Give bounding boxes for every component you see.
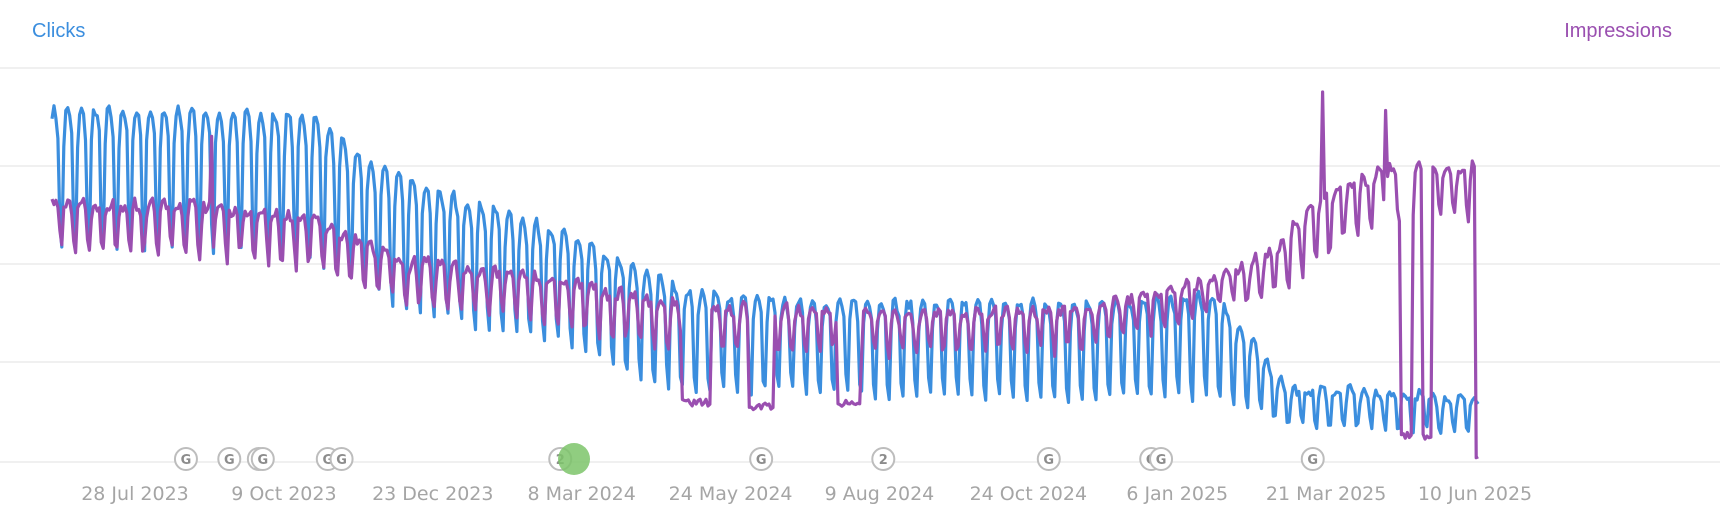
annotation-marker-13[interactable]: G xyxy=(1300,447,1325,471)
x-tick-label: 8 Mar 2024 xyxy=(527,483,635,505)
annotation-marker-0[interactable]: G xyxy=(173,447,198,471)
annotation-label: G xyxy=(336,453,347,468)
legend-clicks[interactable]: Clicks xyxy=(32,20,86,42)
x-tick-label: 24 Oct 2024 xyxy=(970,483,1087,505)
annotation-marker-3[interactable]: G xyxy=(250,447,275,471)
annotation-label: G xyxy=(1156,453,1167,468)
annotation-label: G xyxy=(322,453,333,468)
annotation-label: G xyxy=(756,453,767,468)
annotation-label: G xyxy=(181,453,192,468)
annotation-marker-8[interactable]: G xyxy=(749,447,774,471)
annotation-label: G xyxy=(1307,453,1318,468)
x-tick-label: 21 Mar 2025 xyxy=(1266,483,1386,505)
x-tick-label: 9 Aug 2024 xyxy=(825,483,935,505)
x-tick-label: 23 Dec 2023 xyxy=(372,483,493,505)
x-tick-label: 9 Oct 2023 xyxy=(231,483,336,505)
x-axis-ticks: 28 Jul 2023 9 Oct 2023 23 Dec 2023 8 Mar 20… xyxy=(81,483,1532,505)
x-tick-label: 24 May 2024 xyxy=(669,483,793,505)
annotation-label: 2 xyxy=(879,453,888,468)
x-tick-label: 10 Jun 2025 xyxy=(1418,483,1532,505)
legend-impressions[interactable]: Impressions xyxy=(1564,20,1672,42)
x-tick-label: 28 Jul 2023 xyxy=(81,483,189,505)
annotation-marker-9[interactable]: 2 xyxy=(871,447,896,471)
x-tick-label: 6 Jan 2025 xyxy=(1126,483,1228,505)
annotation-label: G xyxy=(1043,453,1054,468)
series-line-impressions[interactable] xyxy=(50,90,1479,460)
series-lines xyxy=(50,90,1480,460)
annotation-marker-1[interactable]: G xyxy=(217,447,242,471)
annotation-marker-10[interactable]: G xyxy=(1036,447,1061,471)
annotation-marker-12[interactable]: G xyxy=(1149,447,1174,471)
series-line-clicks[interactable] xyxy=(50,104,1480,435)
annotation-markers: GGGGGG2G2GGGG xyxy=(173,443,1325,475)
annotation-highlight-marker[interactable] xyxy=(558,443,591,475)
annotation-label: G xyxy=(257,453,268,468)
annotation-label: G xyxy=(224,453,235,468)
annotation-marker-5[interactable]: G xyxy=(329,447,354,471)
